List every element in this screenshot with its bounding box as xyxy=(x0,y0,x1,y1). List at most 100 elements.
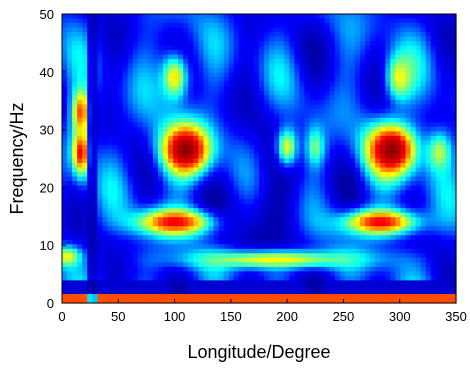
heatmap-cell xyxy=(62,176,68,182)
heatmap-cell xyxy=(284,18,290,24)
heatmap-cell xyxy=(395,176,402,182)
heatmap-cell xyxy=(218,131,225,137)
heatmap-cell xyxy=(354,32,361,38)
heatmap-cell xyxy=(354,90,361,96)
heatmap-cell xyxy=(72,298,78,304)
heatmap-cell xyxy=(228,72,235,78)
heatmap-cell xyxy=(304,14,311,20)
heatmap-cell xyxy=(168,172,174,178)
heatmap-cell xyxy=(208,153,215,160)
heatmap-cell xyxy=(107,95,114,101)
heatmap-cell xyxy=(117,117,124,123)
heatmap-cell xyxy=(127,208,134,214)
heatmap-cell xyxy=(324,153,331,160)
heatmap-cell xyxy=(72,271,78,277)
heatmap-cell xyxy=(238,90,245,96)
heatmap-cell xyxy=(405,140,412,146)
heatmap-cell xyxy=(415,208,422,214)
heatmap-cell xyxy=(259,68,265,74)
heatmap-cell xyxy=(264,266,270,272)
heatmap-cell xyxy=(117,14,124,20)
heatmap-cell xyxy=(440,181,447,187)
heatmap-cell xyxy=(137,275,144,282)
heatmap-cell xyxy=(375,239,381,245)
heatmap-cell xyxy=(284,153,290,160)
heatmap-cell xyxy=(380,271,386,277)
heatmap-cell xyxy=(339,262,346,268)
heatmap-cell xyxy=(405,122,412,128)
heatmap-cell xyxy=(208,36,215,42)
heatmap-cell xyxy=(62,239,68,245)
heatmap-cell xyxy=(390,163,396,169)
heatmap-cell xyxy=(218,45,225,51)
heatmap-cell xyxy=(349,27,356,33)
heatmap-cell xyxy=(385,90,391,96)
heatmap-cell xyxy=(137,27,144,33)
heatmap-cell xyxy=(137,280,144,286)
heatmap-cell xyxy=(157,248,164,254)
heatmap-cell xyxy=(425,27,432,33)
heatmap-cell xyxy=(435,32,442,38)
heatmap-cell xyxy=(238,221,245,227)
heatmap-cell xyxy=(264,72,270,78)
heatmap-cell xyxy=(445,217,452,223)
heatmap-cell xyxy=(193,190,199,196)
heatmap-cell xyxy=(198,235,205,241)
heatmap-cell xyxy=(193,36,199,42)
heatmap-cell xyxy=(243,104,250,110)
heatmap-cell xyxy=(183,90,189,96)
heatmap-cell xyxy=(380,248,386,254)
heatmap-cell xyxy=(410,86,417,92)
heatmap-cell xyxy=(157,235,164,241)
heatmap-cell xyxy=(243,176,250,182)
heatmap-cell xyxy=(92,167,98,173)
heatmap-cell xyxy=(157,163,164,169)
heatmap-cell xyxy=(82,163,88,169)
heatmap-cell xyxy=(329,176,336,182)
heatmap-cell xyxy=(188,275,194,282)
heatmap-cell xyxy=(62,144,68,151)
heatmap-cell xyxy=(294,32,301,38)
heatmap-cell xyxy=(299,190,306,196)
heatmap-cell xyxy=(450,221,457,227)
heatmap-cell xyxy=(319,135,326,142)
heatmap-cell xyxy=(354,298,361,304)
heatmap-cell xyxy=(269,284,275,291)
heatmap-cell xyxy=(319,14,326,20)
heatmap-cell xyxy=(274,248,280,254)
heatmap-cell xyxy=(334,99,341,105)
heatmap-cell xyxy=(269,54,275,60)
heatmap-cell xyxy=(400,68,407,74)
heatmap-cell xyxy=(238,131,245,137)
heatmap-cell xyxy=(233,176,240,182)
heatmap-cell xyxy=(375,45,381,51)
heatmap-cell xyxy=(228,293,235,300)
heatmap-cell xyxy=(233,271,240,277)
heatmap-cell xyxy=(173,257,179,263)
heatmap-cell xyxy=(102,27,109,33)
heatmap-cell xyxy=(269,280,275,286)
heatmap-cell xyxy=(420,126,427,133)
heatmap-cell xyxy=(223,212,230,218)
heatmap-cell xyxy=(67,199,73,205)
heatmap-cell xyxy=(243,257,250,263)
heatmap-cell xyxy=(193,68,199,74)
heatmap-cell xyxy=(107,190,114,196)
heatmap-cell xyxy=(77,284,83,291)
heatmap-cell xyxy=(92,158,98,164)
heatmap-cell xyxy=(67,36,73,42)
heatmap-cell xyxy=(163,253,169,259)
heatmap-cell xyxy=(213,45,220,51)
heatmap-cell xyxy=(274,126,280,133)
heatmap-cell xyxy=(334,45,341,51)
heatmap-cell xyxy=(385,181,391,187)
heatmap-cell xyxy=(360,149,366,155)
heatmap-cell xyxy=(157,117,164,123)
heatmap-cell xyxy=(385,41,391,47)
heatmap-cell xyxy=(279,23,285,29)
heatmap-cell xyxy=(430,36,437,42)
heatmap-cell xyxy=(334,72,341,78)
heatmap-cell xyxy=(344,257,351,263)
heatmap-cell xyxy=(410,289,417,295)
heatmap-cell xyxy=(102,81,109,87)
